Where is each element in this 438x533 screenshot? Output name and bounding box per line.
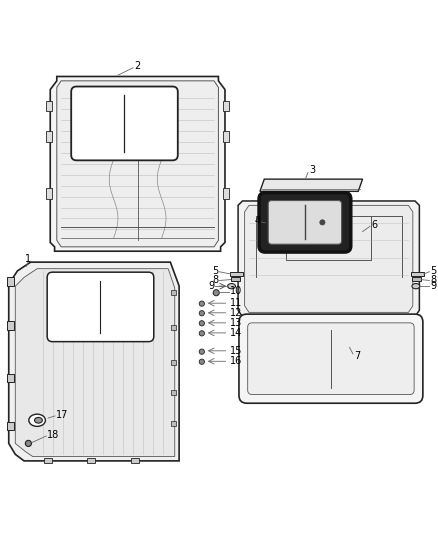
Bar [171, 421, 177, 426]
Text: 2: 2 [134, 61, 141, 70]
Text: 4: 4 [254, 216, 261, 225]
Text: 6: 6 [371, 220, 378, 230]
Circle shape [199, 330, 205, 336]
Circle shape [199, 301, 205, 306]
FancyBboxPatch shape [259, 192, 351, 252]
Bar [171, 390, 177, 395]
Circle shape [199, 349, 205, 354]
Text: 14: 14 [230, 328, 242, 338]
Text: 10: 10 [230, 286, 243, 296]
Text: 8: 8 [430, 274, 436, 285]
Text: 18: 18 [47, 430, 60, 440]
Text: 1: 1 [25, 254, 32, 264]
Text: 11: 11 [230, 298, 242, 308]
FancyBboxPatch shape [248, 323, 414, 394]
Ellipse shape [35, 417, 42, 423]
Polygon shape [245, 205, 413, 312]
Ellipse shape [228, 284, 236, 289]
Text: 9: 9 [208, 281, 214, 291]
Circle shape [199, 359, 205, 365]
Text: 5: 5 [430, 266, 437, 276]
FancyBboxPatch shape [71, 86, 178, 160]
Bar [87, 458, 95, 463]
Polygon shape [15, 269, 175, 457]
Text: 8: 8 [212, 274, 219, 285]
Bar [131, 458, 139, 463]
Bar [44, 458, 52, 463]
FancyBboxPatch shape [239, 314, 423, 403]
Bar [46, 131, 53, 142]
FancyBboxPatch shape [268, 200, 342, 244]
Ellipse shape [412, 284, 420, 289]
Bar [7, 321, 14, 330]
Polygon shape [238, 201, 419, 317]
Text: 12: 12 [230, 308, 242, 318]
Bar [412, 277, 421, 281]
FancyBboxPatch shape [47, 272, 154, 342]
Text: 16: 16 [230, 356, 242, 366]
Polygon shape [260, 179, 363, 191]
Bar [171, 325, 177, 330]
Bar [230, 272, 244, 276]
Circle shape [199, 311, 205, 316]
Text: 17: 17 [56, 410, 68, 420]
Text: 15: 15 [230, 346, 242, 356]
Bar [46, 101, 53, 111]
Polygon shape [50, 76, 225, 251]
Text: 7: 7 [354, 351, 360, 361]
Text: 13: 13 [230, 318, 242, 328]
Bar [7, 277, 14, 286]
Circle shape [199, 321, 205, 326]
Circle shape [25, 440, 32, 447]
Bar [171, 360, 177, 365]
Ellipse shape [29, 414, 46, 426]
Bar [171, 289, 177, 295]
Bar [223, 188, 230, 199]
Bar [7, 374, 14, 382]
Circle shape [320, 220, 325, 225]
Polygon shape [57, 81, 219, 247]
Bar [46, 188, 53, 199]
Circle shape [213, 289, 219, 296]
Bar [7, 422, 14, 430]
Bar [231, 277, 240, 281]
Text: 3: 3 [309, 165, 315, 175]
Text: 9: 9 [430, 281, 436, 291]
Bar [411, 272, 424, 276]
Text: 5: 5 [212, 266, 219, 276]
Bar [223, 131, 230, 142]
Bar [223, 101, 230, 111]
Polygon shape [9, 262, 179, 461]
